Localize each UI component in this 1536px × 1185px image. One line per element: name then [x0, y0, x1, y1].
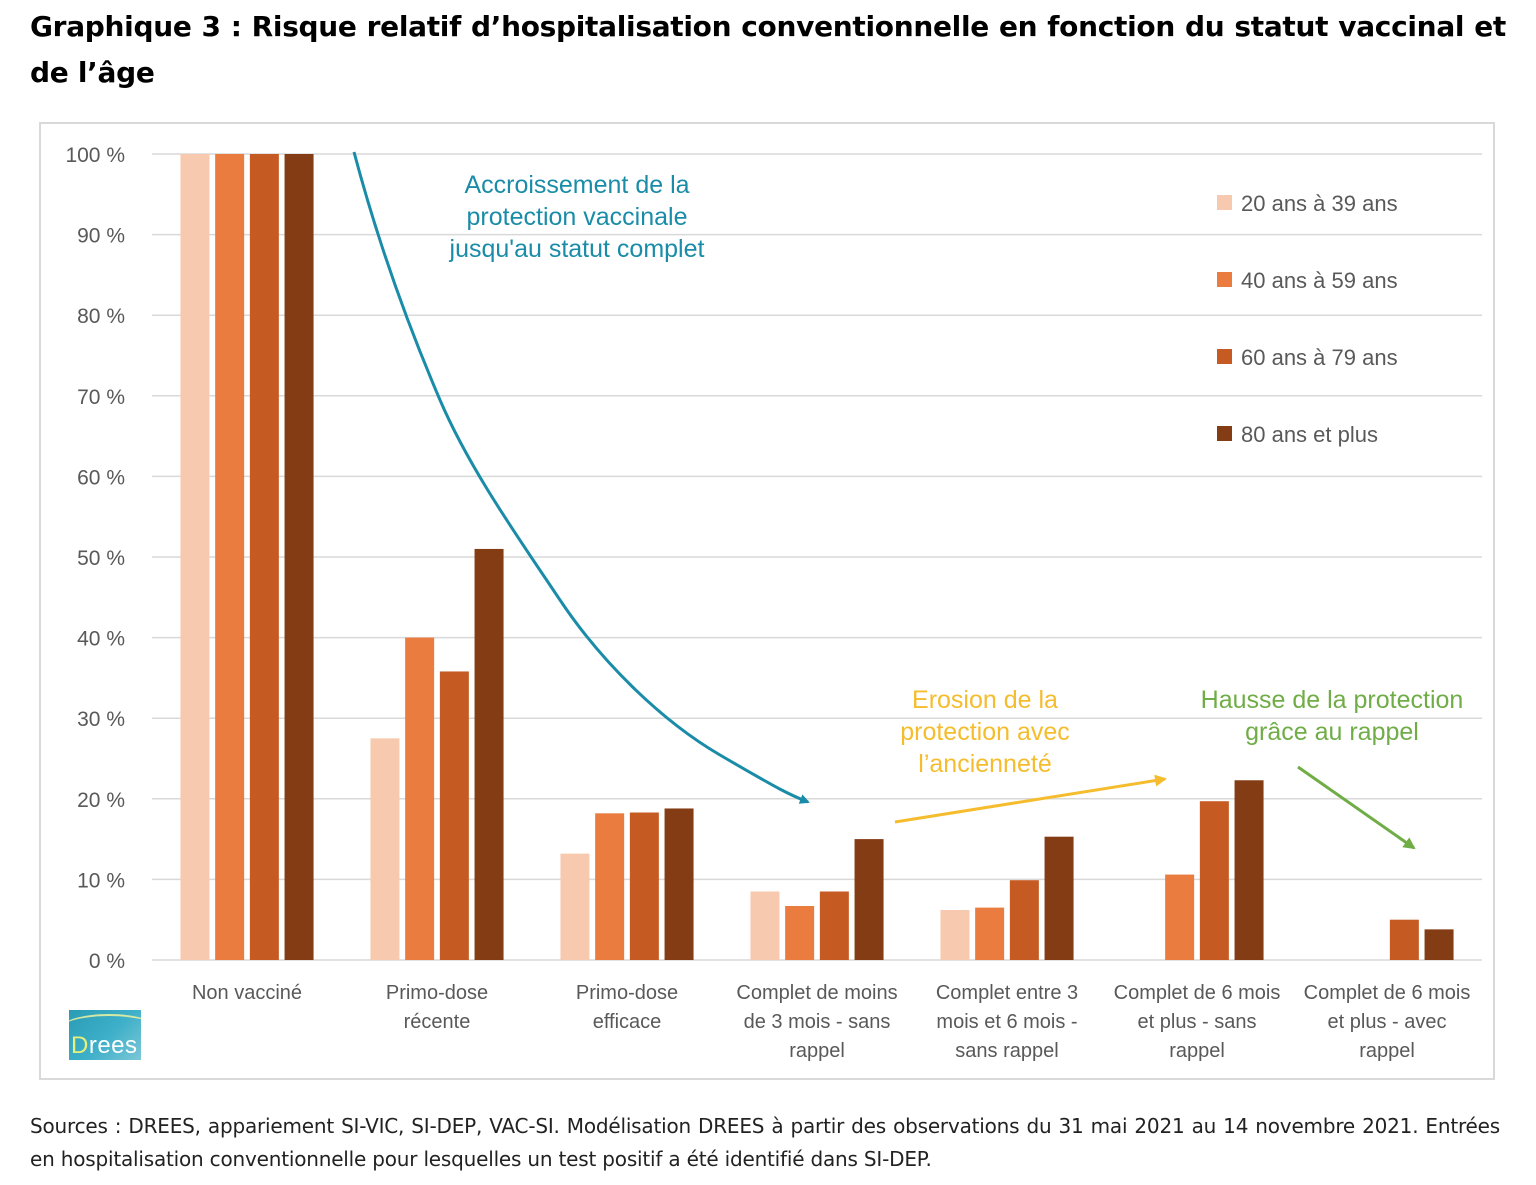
- x-category-label: récente: [404, 1011, 471, 1033]
- bar: [750, 891, 780, 960]
- x-category-label: rappel: [789, 1040, 845, 1062]
- bar: [1424, 929, 1454, 960]
- x-category-label: de 3 mois - sans: [744, 1011, 891, 1033]
- y-tick-label: 20 %: [77, 789, 125, 812]
- bar: [819, 891, 849, 960]
- x-category-label: Primo-dose: [386, 982, 488, 1004]
- chart-frame: [39, 122, 1495, 1080]
- annotations: Accroissement de la protection vaccinale j…: [352, 151, 1464, 850]
- bar: [249, 154, 279, 960]
- bar: [595, 813, 625, 960]
- bar: [405, 637, 435, 960]
- x-category-label: efficace: [593, 1011, 662, 1033]
- y-tick-label: 60 %: [77, 466, 125, 489]
- erosion-arrow: [894, 774, 1167, 824]
- x-category-label: Primo-dose: [576, 982, 678, 1004]
- x-category-label: et plus - sans: [1138, 1011, 1257, 1033]
- bar: [975, 907, 1005, 960]
- bar: [180, 154, 210, 960]
- y-tick-label: 0 %: [89, 950, 125, 973]
- y-tick-label: 40 %: [77, 628, 125, 651]
- bar: [1199, 801, 1229, 960]
- y-tick-label: 10 %: [77, 869, 125, 892]
- bar: [370, 738, 400, 960]
- accroissement-annotation-text: Accroissement de la: [464, 171, 689, 199]
- chart-title: Graphique 3 : Risque relatif d’hospitali…: [30, 10, 1506, 89]
- accroissement-annotation-text: protection vaccinale: [467, 203, 688, 231]
- hausse-annotation-text: grâce au rappel: [1245, 718, 1419, 746]
- erosion-annotation-text: Erosion de la: [912, 686, 1058, 714]
- x-category-label: sans rappel: [955, 1040, 1058, 1062]
- bar: [785, 905, 815, 960]
- bar: [629, 812, 659, 960]
- bar: [940, 910, 970, 960]
- bar: [664, 808, 694, 960]
- y-tick-label: 80 %: [77, 305, 125, 328]
- y-tick-label: 50 %: [77, 547, 125, 570]
- bar: [474, 548, 504, 960]
- bars: [180, 154, 1454, 960]
- hausse-arrow: [1297, 765, 1416, 850]
- bar: [1009, 880, 1039, 960]
- legend-label: 60 ans à 79 ans: [1241, 345, 1398, 370]
- x-category-label: rappel: [1169, 1040, 1225, 1062]
- x-category-label: Complet de 6 mois: [1304, 982, 1471, 1004]
- legend-swatch: [1217, 195, 1232, 210]
- bar: [284, 154, 314, 960]
- legend: 20 ans à 39 ans 40 ans à 59 ans 60 ans à 7…: [1217, 191, 1398, 447]
- accroissement-arrow: [352, 151, 810, 804]
- bar: [215, 154, 245, 960]
- legend-swatch: [1217, 426, 1232, 441]
- legend-swatch: [1217, 349, 1232, 364]
- logo-text: Drees: [71, 1032, 138, 1059]
- y-tick-label: 100 %: [65, 144, 125, 167]
- bar: [854, 839, 884, 960]
- y-tick-label: 70 %: [77, 386, 125, 409]
- bar: [1389, 919, 1419, 960]
- x-category-label: mois et 6 mois -: [936, 1011, 1077, 1033]
- bar: [560, 853, 590, 960]
- bar: [1234, 780, 1264, 960]
- bar: [1044, 836, 1074, 960]
- legend-label: 20 ans à 39 ans: [1241, 191, 1398, 216]
- x-category-label: Complet de moins: [736, 982, 897, 1004]
- x-category-label: Complet entre 3: [936, 982, 1078, 1004]
- erosion-annotation-text: protection avec: [900, 718, 1070, 746]
- drees-logo: Drees: [69, 1010, 141, 1060]
- erosion-annotation-text: l’ancienneté: [918, 750, 1051, 778]
- x-category-label: Complet de 6 mois: [1114, 982, 1281, 1004]
- legend-swatch: [1217, 272, 1232, 287]
- y-axis-ticks: 0 % 10 % 20 % 30 % 40 % 50 % 60 % 70 % 80 % 90 % 1…: [65, 144, 125, 973]
- accroissement-annotation-text: jusqu'au statut complet: [449, 235, 705, 263]
- logo-swoosh: [69, 1014, 141, 1046]
- x-category-label: rappel: [1359, 1040, 1415, 1062]
- bar: [1165, 874, 1195, 960]
- x-axis-categories: Non vacciné Primo-dose récente Primo-dose ef…: [192, 982, 1470, 1062]
- y-tick-label: 30 %: [77, 708, 125, 731]
- x-category-label: et plus - avec: [1328, 1011, 1447, 1033]
- x-category-label: Non vacciné: [192, 982, 302, 1004]
- hausse-annotation-text: Hausse de la protection: [1201, 686, 1464, 714]
- bar: [439, 671, 469, 960]
- legend-label: 40 ans à 59 ans: [1241, 268, 1398, 293]
- y-tick-label: 90 %: [77, 225, 125, 248]
- source-note: Sources : DREES, appariement SI-VIC, SI-…: [30, 1114, 1500, 1171]
- legend-label: 80 ans et plus: [1241, 422, 1378, 447]
